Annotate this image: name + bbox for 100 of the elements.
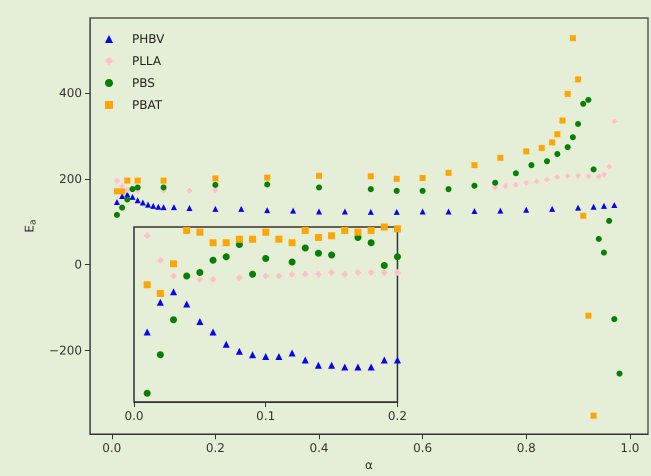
point xyxy=(328,232,336,240)
point xyxy=(170,272,178,280)
point xyxy=(212,182,218,188)
y-tick-label: 400 xyxy=(59,86,82,100)
point xyxy=(124,196,130,202)
point xyxy=(585,312,592,319)
point xyxy=(575,172,582,179)
point xyxy=(420,208,426,214)
point xyxy=(492,180,498,186)
point xyxy=(314,270,322,278)
point xyxy=(544,176,550,183)
point xyxy=(328,269,336,276)
point xyxy=(264,174,270,181)
point xyxy=(380,356,388,364)
point xyxy=(590,166,597,172)
point xyxy=(590,204,597,210)
point xyxy=(302,244,309,252)
x-tick-label: 0.0 xyxy=(124,409,144,423)
point xyxy=(554,150,560,157)
point xyxy=(262,255,270,262)
point xyxy=(155,204,162,210)
point xyxy=(134,184,141,190)
point xyxy=(160,184,167,190)
point xyxy=(368,364,375,370)
point xyxy=(302,270,309,278)
point xyxy=(183,272,190,280)
point xyxy=(580,100,586,107)
point xyxy=(380,262,388,269)
point xyxy=(249,270,256,278)
point xyxy=(222,340,230,348)
point xyxy=(585,173,592,180)
point xyxy=(249,351,256,358)
point xyxy=(342,208,348,214)
point xyxy=(611,316,618,322)
point xyxy=(262,228,270,236)
point xyxy=(170,288,178,296)
point xyxy=(212,187,218,194)
point xyxy=(600,172,607,178)
point xyxy=(156,298,164,306)
point xyxy=(236,348,243,355)
point xyxy=(196,276,204,283)
point xyxy=(600,250,607,256)
point xyxy=(596,236,602,242)
point xyxy=(570,134,576,140)
point xyxy=(368,208,374,215)
point xyxy=(316,172,322,179)
point xyxy=(262,353,270,360)
point xyxy=(380,224,388,230)
point xyxy=(446,170,452,176)
point xyxy=(186,205,192,212)
y-tick-label: 0 xyxy=(74,258,82,272)
point xyxy=(183,300,190,308)
point xyxy=(144,232,151,240)
point xyxy=(538,144,545,151)
point xyxy=(275,272,282,280)
point xyxy=(124,178,130,184)
point xyxy=(314,250,322,257)
point xyxy=(150,202,156,209)
point xyxy=(564,172,571,179)
point xyxy=(288,270,296,278)
point xyxy=(420,175,426,182)
point xyxy=(328,362,336,369)
point xyxy=(534,178,540,184)
point xyxy=(140,199,146,206)
point xyxy=(512,182,519,188)
point xyxy=(394,208,400,215)
point xyxy=(471,162,478,168)
point xyxy=(549,206,556,212)
point xyxy=(368,227,375,234)
legend-label: PLLA xyxy=(132,54,162,68)
point xyxy=(590,412,597,419)
point xyxy=(210,328,217,336)
point xyxy=(611,202,618,208)
point xyxy=(170,316,178,324)
x-tick-label: 1.0 xyxy=(620,441,640,456)
point xyxy=(512,170,519,176)
legend-label: PBS xyxy=(132,76,155,90)
x-tick-label: 0.2 xyxy=(206,441,225,456)
point xyxy=(170,260,178,268)
point xyxy=(170,204,177,210)
point xyxy=(210,239,217,246)
point xyxy=(554,131,560,138)
x-tick-label: 0.6 xyxy=(413,441,432,456)
point xyxy=(183,227,190,234)
y-tick-label: 200 xyxy=(59,172,82,186)
point xyxy=(580,212,586,219)
point xyxy=(119,204,126,211)
point xyxy=(446,186,452,192)
point xyxy=(394,253,401,260)
point xyxy=(275,353,282,360)
point xyxy=(160,204,167,210)
point xyxy=(585,96,592,103)
point xyxy=(394,269,401,276)
point xyxy=(222,239,230,246)
point xyxy=(497,208,504,214)
x-tick-label: 0.1 xyxy=(256,409,276,423)
point xyxy=(368,173,374,180)
point xyxy=(575,204,582,211)
point xyxy=(394,225,401,232)
point xyxy=(554,174,560,180)
